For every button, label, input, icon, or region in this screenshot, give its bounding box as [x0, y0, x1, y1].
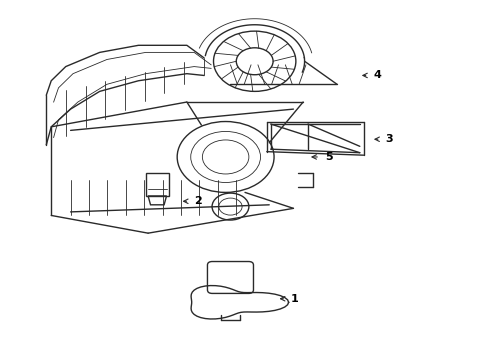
Text: 3: 3: [386, 134, 393, 144]
Text: 4: 4: [373, 71, 381, 80]
Bar: [146, 173, 169, 196]
Text: 5: 5: [325, 152, 333, 162]
Text: 2: 2: [194, 196, 202, 206]
Text: 1: 1: [291, 294, 299, 304]
